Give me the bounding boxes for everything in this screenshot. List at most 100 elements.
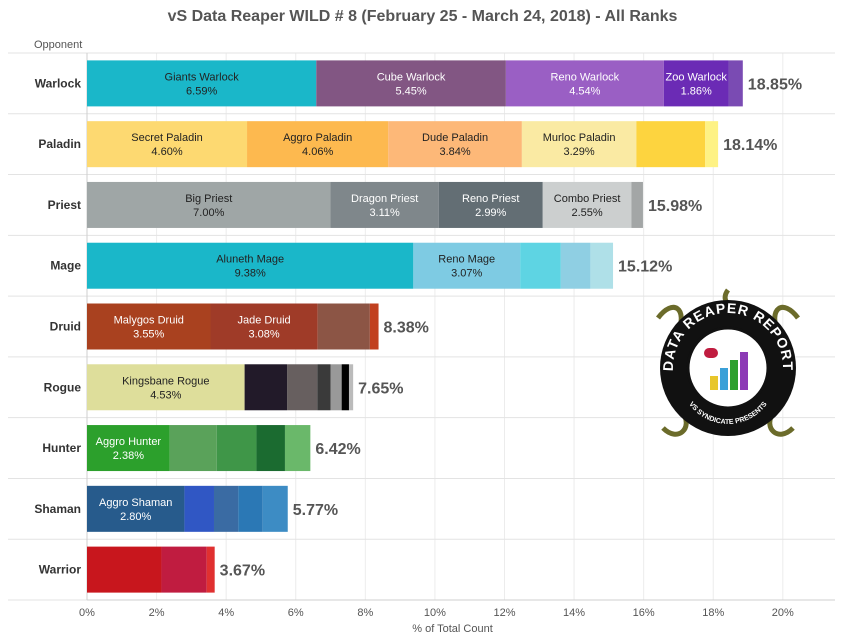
bar-segment — [330, 364, 342, 411]
segment-label: Dragon Priest — [351, 193, 418, 205]
segment-label: Cube Warlock — [377, 71, 446, 83]
x-tick-label: 20% — [772, 607, 794, 619]
bar-segment — [87, 121, 248, 168]
bar-segment — [284, 425, 311, 472]
segment-label: Giants Warlock — [165, 71, 240, 83]
category-label: Mage — [50, 259, 81, 273]
segment-value-label: 3.84% — [439, 146, 470, 158]
bar-segment — [87, 425, 170, 472]
segment-label: Reno Warlock — [551, 71, 620, 83]
bar-segment — [705, 121, 719, 168]
segment-value-label: 3.07% — [451, 268, 482, 280]
bar-segment — [388, 121, 522, 168]
segment-label: Kingsbane Rogue — [122, 375, 209, 387]
segment-label: Zoo Warlock — [666, 71, 728, 83]
bar-segment — [210, 303, 318, 350]
bar-segment — [560, 242, 591, 289]
segment-value-label: 3.11% — [369, 207, 400, 219]
bar-segment — [438, 181, 543, 228]
category-label: Shaman — [34, 502, 81, 516]
category-label: Hunter — [42, 441, 81, 455]
total-value-label: 15.98% — [648, 198, 702, 215]
x-axis-label: % of Total Count — [412, 623, 493, 635]
segment-label: Aggro Paladin — [283, 132, 352, 144]
bar-segment — [87, 303, 211, 350]
category-label: Warlock — [35, 76, 82, 90]
total-value-label: 3.67% — [220, 563, 265, 580]
bar-segment — [87, 181, 331, 228]
bar-segment — [317, 303, 370, 350]
x-tick-label: 14% — [563, 607, 585, 619]
segment-value-label: 1.86% — [681, 85, 712, 97]
bar-segment — [631, 181, 643, 228]
total-value-label: 5.77% — [293, 502, 338, 519]
x-tick-label: 0% — [79, 607, 95, 619]
bar-segment — [636, 121, 706, 168]
segment-label: Dude Paladin — [422, 132, 488, 144]
x-tick-label: 18% — [702, 607, 724, 619]
bar-segment — [663, 60, 729, 107]
segment-label: Combo Priest — [554, 193, 621, 205]
segment-label: Big Priest — [185, 193, 232, 205]
segment-value-label: 2.99% — [475, 207, 506, 219]
bar-segment — [87, 485, 185, 532]
segment-label: Secret Paladin — [131, 132, 203, 144]
segment-value-label: 2.38% — [113, 450, 144, 462]
x-tick-label: 16% — [633, 607, 655, 619]
x-tick-label: 10% — [424, 607, 446, 619]
y-axis-header: Opponent — [34, 39, 83, 51]
bar-segment — [520, 242, 561, 289]
segment-value-label: 4.53% — [150, 389, 181, 401]
bar-segment — [161, 546, 207, 593]
bar-segment — [341, 364, 349, 411]
bar-segment — [238, 485, 263, 532]
bar-segment — [216, 425, 257, 472]
segment-value-label: 2.55% — [572, 207, 603, 219]
bar-segment — [256, 425, 285, 472]
x-tick-label: 4% — [218, 607, 234, 619]
segment-value-label: 3.55% — [133, 329, 164, 341]
bar-segment — [244, 364, 288, 411]
category-label: Druid — [50, 320, 81, 334]
bar-segment — [247, 121, 389, 168]
category-label: Rogue — [44, 380, 82, 394]
segment-value-label: 6.59% — [186, 85, 217, 97]
data-reaper-logo: DATA REAPER REPORT VS SYNDICATE PRESENTS — [656, 288, 800, 437]
bar-segment — [505, 60, 664, 107]
bar-segment — [287, 364, 318, 411]
total-value-label: 18.85% — [748, 76, 802, 93]
segment-value-label: 3.08% — [248, 329, 279, 341]
x-tick-label: 12% — [493, 607, 515, 619]
x-tick-label: 2% — [149, 607, 165, 619]
bar-segment — [87, 60, 317, 107]
bar-segment — [317, 364, 331, 411]
bar-segment — [728, 60, 743, 107]
x-tick-label: 6% — [288, 607, 304, 619]
category-label: Paladin — [38, 137, 81, 151]
segment-label: Murloc Paladin — [543, 132, 616, 144]
segment-label: Aggro Shaman — [99, 497, 172, 509]
bar-segment — [542, 181, 632, 228]
segment-value-label: 4.54% — [569, 85, 600, 97]
x-tick-label: 8% — [357, 607, 373, 619]
segment-value-label: 4.60% — [151, 146, 182, 158]
segment-label: Aluneth Mage — [216, 254, 284, 266]
bar-segment — [413, 242, 521, 289]
bar-segment — [87, 364, 245, 411]
bar-segment — [213, 485, 239, 532]
bar-segment — [330, 181, 439, 228]
bar-segment — [87, 546, 162, 593]
category-label: Warrior — [39, 563, 82, 577]
total-value-label: 18.14% — [723, 137, 777, 154]
total-value-label: 7.65% — [358, 380, 403, 397]
segment-label: Reno Priest — [462, 193, 519, 205]
bar-segment — [369, 303, 379, 350]
total-value-label: 15.12% — [618, 259, 672, 276]
category-label: Priest — [48, 198, 81, 212]
segment-value-label: 9.38% — [235, 268, 266, 280]
segment-label: Reno Mage — [438, 254, 495, 266]
bar-segment — [206, 546, 215, 593]
chart-title: vS Data Reaper WILD # 8 (February 25 - M… — [167, 8, 678, 25]
segment-value-label: 4.06% — [302, 146, 333, 158]
